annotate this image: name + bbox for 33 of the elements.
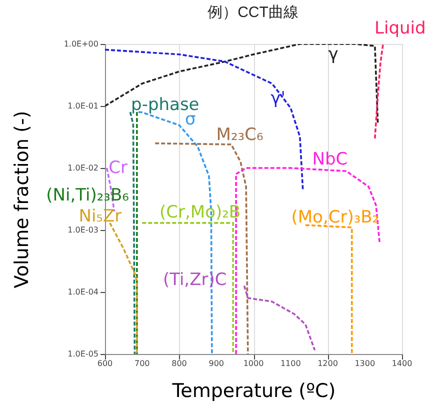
y-tick-label: 1.0E+00 xyxy=(64,40,98,48)
line-series xyxy=(374,44,384,140)
line-series xyxy=(108,222,138,354)
series-label: γ xyxy=(328,44,338,65)
series-label: M₂₃C₆ xyxy=(216,125,264,146)
y-tick-label: 1.0E-01 xyxy=(68,102,98,110)
x-tick-label: 1100 xyxy=(280,359,301,368)
line-series xyxy=(154,142,249,354)
series-label: (Ni,Ti)₂₃B₆ xyxy=(46,185,130,206)
chart-title: 例）CCT曲線 xyxy=(208,4,298,21)
x-tick-label: 600 xyxy=(97,359,113,368)
series-label: Liquid xyxy=(374,18,426,38)
x-tick-label: 1000 xyxy=(243,359,264,368)
y-tick-label: 1.0E-04 xyxy=(68,288,98,296)
x-tick-label: 1200 xyxy=(318,359,338,368)
series-label: (Mo,Cr)₃B₂ xyxy=(291,208,380,228)
line-series xyxy=(243,284,316,352)
y-tick-label: 1.0E-03 xyxy=(68,226,98,234)
x-tick-label: 1300 xyxy=(354,359,376,368)
x-tick-label: 900 xyxy=(208,359,224,368)
y-tick-label: 1.0E-05 xyxy=(68,350,98,358)
series-label: Cr xyxy=(108,158,128,178)
x-tick-label: 1400 xyxy=(392,359,412,368)
x-axis-title: Temperature (ºC) xyxy=(171,380,336,402)
series-label: γ' xyxy=(270,88,286,109)
x-tick-label: 700 xyxy=(134,359,150,368)
y-tick-label: 1.0E-02 xyxy=(68,164,98,172)
series-label: (Cr,Mo)₂B xyxy=(160,202,241,223)
series-label: (Ti,Zr)C xyxy=(162,270,227,290)
series-label: Ni₅Zr xyxy=(78,206,122,226)
x-tick-label: 800 xyxy=(172,359,187,368)
y-axis-title: Volume fraction (-) xyxy=(10,110,33,288)
series-label: NbC xyxy=(312,149,348,170)
